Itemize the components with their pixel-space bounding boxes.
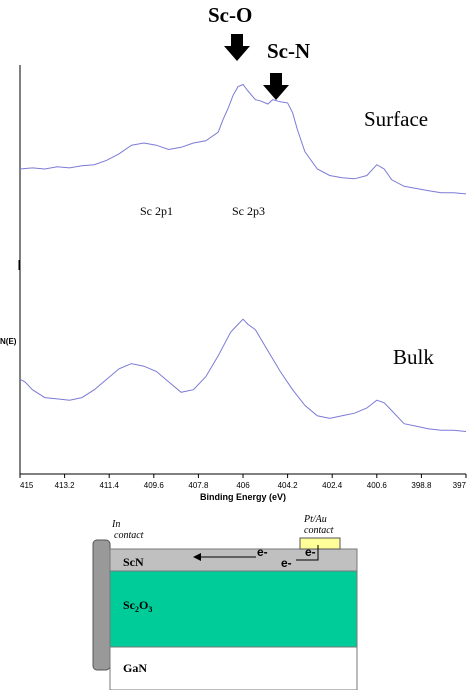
series-lines	[19, 83, 467, 432]
x-tick-label-4: 407.8	[188, 481, 209, 490]
surface-label: Surface	[364, 107, 428, 131]
sc-o-label: Sc-O	[208, 3, 252, 27]
series-line-bulk	[19, 318, 467, 432]
sc2o3-layer	[109, 570, 358, 648]
x-tick-label-1: 413.2	[55, 481, 76, 490]
x-tick-labels: 415 413.2 411.4 409.6 407.8 406 404.2 402.4 400.…	[20, 481, 467, 490]
x-tick-label-0: 415	[20, 481, 34, 490]
gan-layer	[109, 646, 358, 690]
x-tick-label-2: 411.4	[99, 481, 119, 490]
pt-au-contact	[299, 537, 341, 550]
scn-layer	[109, 548, 358, 572]
y-axis-label: N(E)	[0, 337, 17, 346]
sc-2p3-label: Sc 2p3	[232, 204, 265, 218]
x-tick-label-3: 409.6	[144, 481, 165, 490]
x-tick-label-7: 402.4	[322, 481, 343, 490]
bulk-label: Bulk	[393, 345, 434, 369]
x-tick-label-9: 398.8	[411, 481, 432, 490]
x-axis-label: Binding Energy (eV)	[200, 492, 286, 502]
gan-label: GaN	[123, 661, 147, 675]
xps-chart: 415 413.2 411.4 409.6 407.8 406 404.2 402.4 400.…	[0, 3, 467, 502]
x-tick-label-5: 406	[236, 481, 250, 490]
x-tick-label-10: 397	[453, 481, 467, 490]
in-contact-label-2: contact	[114, 530, 144, 541]
x-ticks	[19, 474, 467, 478]
series-line-surface	[19, 83, 467, 195]
electron-3: e-	[281, 556, 292, 570]
x-tick-label-6: 404.2	[278, 481, 299, 490]
device-schematic: In contact Pt/Au contact ScN Sc2O3 GaN e…	[92, 514, 358, 690]
sc2o3-label: Sc2O3	[123, 598, 152, 614]
in-contact-label: In	[111, 519, 120, 530]
sc-2p1-label: Sc 2p1	[140, 204, 173, 218]
electron-1: e-	[257, 545, 268, 559]
scn-label: ScN	[123, 555, 144, 569]
x-tick-label-8: 400.6	[367, 481, 388, 490]
electron-2: e-	[305, 545, 316, 559]
pt-au-label: Pt/Au	[303, 514, 327, 525]
pt-au-label-2: contact	[304, 525, 334, 536]
sc-n-arrow-icon	[263, 73, 289, 100]
electron-path	[296, 545, 319, 561]
in-contact	[92, 539, 111, 671]
sc-n-label: Sc-N	[267, 39, 310, 63]
sc-o-arrow-icon	[224, 34, 250, 61]
